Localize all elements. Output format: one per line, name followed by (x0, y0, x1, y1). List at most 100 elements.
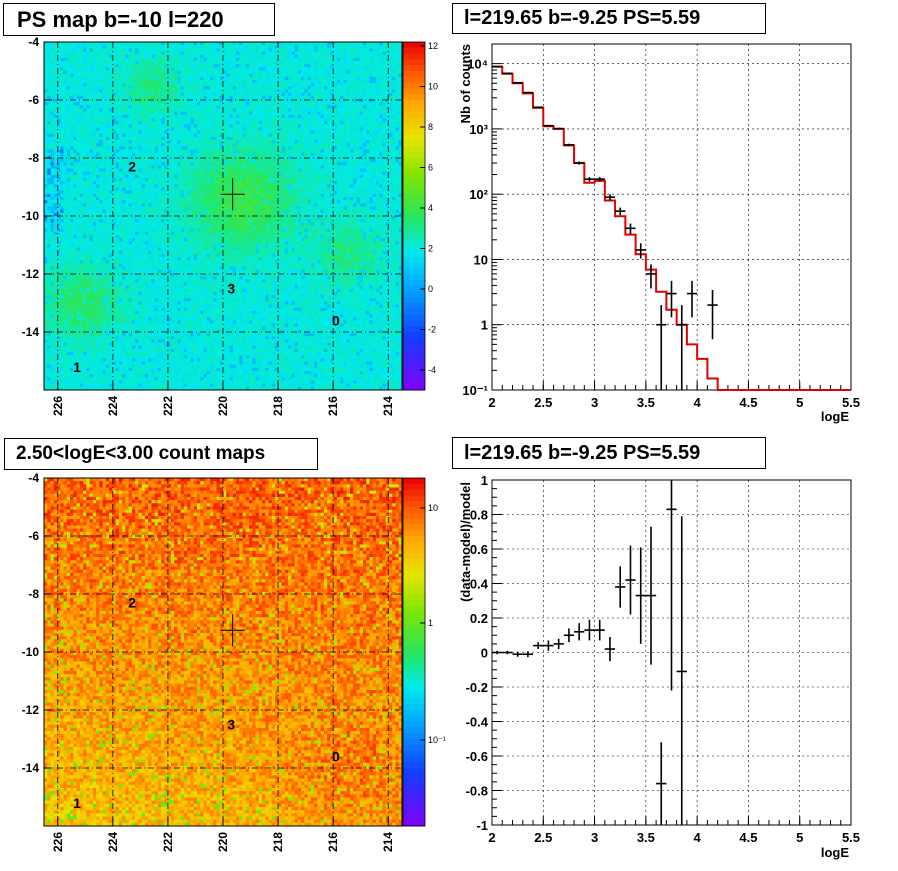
heatmap-cell (333, 165, 338, 169)
heatmap-cell (236, 54, 240, 59)
heatmap-cell (128, 67, 133, 71)
heatmap-cell (333, 111, 338, 116)
heatmap-cell (236, 155, 240, 160)
heatmap-cell (294, 86, 299, 90)
heatmap-cell (70, 111, 74, 116)
heatmap-cell (92, 79, 97, 84)
heatmap-cell (392, 98, 396, 103)
heatmap-cell (213, 174, 217, 179)
heatmap-cell (353, 143, 357, 147)
heatmap-cell (275, 42, 279, 46)
heatmap-cell (66, 67, 71, 71)
heatmap-cell (317, 152, 322, 157)
heatmap-cell (53, 130, 58, 135)
heatmap-cell (105, 54, 110, 59)
heatmap-cell (196, 57, 201, 62)
heatmap-cell (219, 42, 224, 46)
heatmap-cell (128, 70, 133, 75)
heatmap-cell (187, 165, 191, 169)
heatmap-cell (183, 133, 188, 138)
heatmap-cell (336, 165, 341, 169)
heatmap-cell (271, 174, 276, 179)
heatmap-cell (323, 168, 328, 173)
heatmap-cell (135, 108, 139, 112)
heatmap-cell (190, 102, 195, 106)
heatmap-cell (115, 111, 120, 116)
heatmap-cell (167, 117, 172, 122)
heatmap-cell (258, 76, 263, 81)
heatmap-cell (255, 92, 260, 97)
heatmap-cell (249, 86, 253, 90)
heatmap-cell (333, 86, 338, 90)
heatmap-cell (232, 152, 237, 157)
heatmap-cell (86, 73, 90, 78)
heatmap-cell (366, 174, 370, 179)
heatmap-cell (323, 155, 328, 160)
heatmap-cell (196, 124, 201, 128)
heatmap-cell (385, 67, 390, 71)
heatmap-cell (174, 140, 178, 144)
heatmap-cell (265, 124, 269, 128)
heatmap-cell (330, 45, 335, 49)
heatmap-cell (154, 133, 159, 138)
heatmap-cell (50, 121, 55, 125)
heatmap-cell (268, 108, 273, 112)
heatmap-cell (392, 105, 396, 109)
heatmap-cell (213, 70, 217, 75)
heatmap-cell (105, 89, 110, 94)
heatmap-cell (57, 64, 61, 68)
heatmap-cell (304, 51, 309, 56)
heatmap-cell (187, 54, 191, 59)
heatmap-cell (317, 70, 322, 75)
heatmap-cell (265, 149, 269, 154)
heatmap-cell (239, 64, 243, 68)
heatmap-cell (203, 57, 208, 62)
heatmap-cell (314, 48, 318, 52)
heatmap-cell (83, 140, 87, 144)
heatmap-cell (57, 143, 61, 147)
heatmap-cell (60, 130, 64, 135)
heatmap-cell (245, 98, 250, 103)
heatmap-cell (262, 83, 266, 87)
heatmap-cell (144, 76, 149, 81)
heatmap-cell (323, 60, 328, 65)
heatmap-cell (349, 133, 354, 138)
heatmap-cell (291, 60, 295, 65)
heatmap-cell (323, 57, 328, 62)
heatmap-cell (291, 70, 295, 75)
heatmap-cell (323, 76, 328, 81)
heatmap-cell (96, 89, 100, 94)
heatmap-cell (66, 143, 71, 147)
heatmap-cell (333, 174, 338, 179)
heatmap-cell (268, 133, 273, 138)
heatmap-cell (291, 159, 295, 163)
heatmap-cell (44, 184, 48, 188)
heatmap-cell (200, 178, 204, 182)
heatmap-cell (356, 168, 361, 173)
heatmap-cell (249, 98, 253, 103)
heatmap-cell (346, 149, 351, 154)
heatmap-cell (268, 168, 273, 173)
heatmap-cell (73, 178, 77, 182)
heatmap-cell (281, 73, 286, 78)
heatmap-cell (245, 57, 250, 62)
heatmap-cell (183, 86, 188, 90)
heatmap-cell (317, 64, 322, 68)
heatmap-cell (366, 117, 370, 122)
heatmap-cell (314, 117, 318, 122)
heatmap-cell (291, 95, 295, 100)
heatmap-cell (379, 86, 383, 90)
heatmap-cell (83, 79, 87, 84)
heatmap-cell (340, 42, 344, 46)
heatmap-cell (333, 73, 338, 78)
heatmap-cell (86, 83, 90, 87)
heatmap-cell (382, 127, 387, 131)
heatmap-cell (151, 143, 156, 147)
heatmap-cell (44, 60, 48, 65)
heatmap-cell (70, 152, 74, 157)
heatmap-cell (89, 127, 94, 131)
heatmap-cell (219, 181, 224, 185)
heatmap-cell (330, 86, 335, 90)
heatmap-cell (320, 70, 325, 75)
